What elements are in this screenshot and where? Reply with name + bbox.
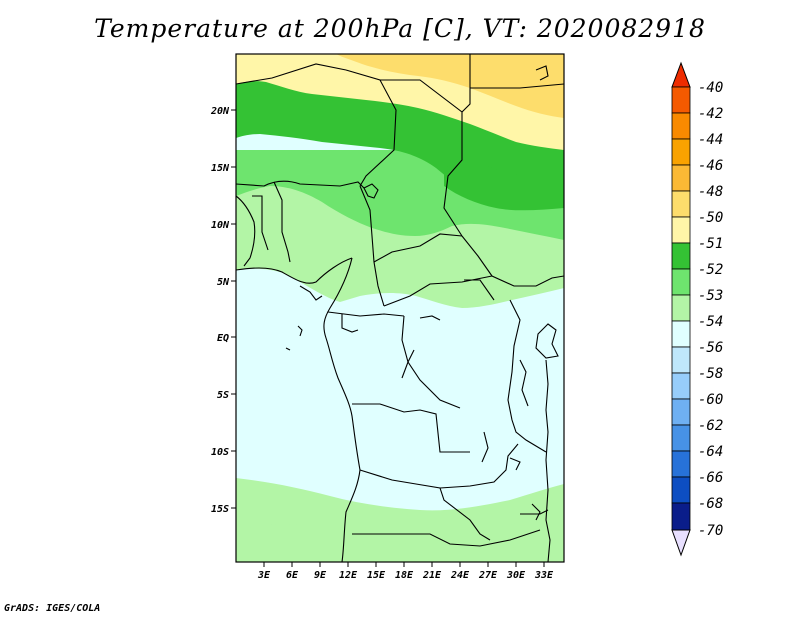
colorbar-label: -56 bbox=[698, 340, 723, 356]
colorbar-label: -44 bbox=[698, 132, 723, 148]
colorbar-label: -66 bbox=[698, 470, 723, 486]
lat-label: 15S bbox=[211, 504, 229, 515]
colorbar-segment bbox=[671, 164, 691, 192]
lat-label: 5N bbox=[217, 277, 230, 288]
latitude-axis: 20N 15N 10N 5N EQ 5S 10S 15S bbox=[210, 106, 236, 515]
lat-label: EQ bbox=[217, 333, 229, 344]
colorbar-label: -51 bbox=[698, 236, 723, 252]
colorbar-segment bbox=[671, 242, 691, 270]
band-51-east bbox=[444, 162, 564, 211]
colorbar-label: -68 bbox=[698, 496, 723, 512]
colorbar-segment bbox=[671, 372, 691, 400]
map-frame bbox=[235, 53, 565, 563]
colorbar-label: -50 bbox=[698, 210, 723, 226]
grads-credit: GrADS: IGES/COLA bbox=[4, 603, 101, 614]
colorbar-label: -54 bbox=[698, 314, 723, 330]
lon-label: 21E bbox=[422, 570, 442, 581]
lon-label: 24E bbox=[450, 570, 470, 581]
lon-label: 30E bbox=[506, 570, 526, 581]
colorbar-label: -60 bbox=[698, 392, 723, 408]
lon-label: 12E bbox=[339, 570, 358, 581]
colorbar-label: -40 bbox=[698, 80, 723, 96]
lon-label: 6E bbox=[286, 570, 299, 581]
lat-label: 15N bbox=[211, 163, 230, 174]
colorbar-segment bbox=[671, 138, 691, 166]
colorbar: -40 -42 -44 -46 -48 -50 -51 -52 -53 -54 … bbox=[671, 61, 723, 557]
lon-label: 15E bbox=[367, 570, 386, 581]
colorbar-label: -64 bbox=[698, 444, 723, 460]
colorbar-label: -62 bbox=[698, 418, 723, 434]
band-48 bbox=[336, 54, 564, 118]
lat-label: 5S bbox=[217, 390, 229, 401]
colorbar-label: -53 bbox=[698, 288, 723, 304]
longitude-axis: 3E 6E 9E 12E 15E 18E 21E 24E 27E 30E 33E bbox=[257, 562, 554, 581]
colorbar-segment bbox=[671, 294, 691, 322]
colorbar-segment bbox=[671, 320, 691, 348]
lon-label: 3E bbox=[257, 570, 271, 581]
colorbar-label: -58 bbox=[698, 366, 723, 382]
lon-label: 9E bbox=[314, 570, 327, 581]
lon-label: 18E bbox=[395, 570, 414, 581]
temperature-field bbox=[236, 54, 564, 562]
band-53-south-lower bbox=[236, 512, 564, 562]
lat-label: 10S bbox=[211, 447, 229, 458]
colorbar-label: -70 bbox=[698, 523, 723, 539]
lon-label: 33E bbox=[534, 570, 554, 581]
colorbar-segment bbox=[671, 502, 691, 531]
colorbar-segment bbox=[671, 398, 691, 426]
colorbar-label: -42 bbox=[698, 106, 723, 122]
map-title: Temperature at 200hPa [C], VT: 202008291… bbox=[94, 14, 706, 43]
colorbar-segment bbox=[671, 346, 691, 374]
colorbar-segment bbox=[671, 424, 691, 452]
country-borders bbox=[236, 54, 564, 562]
lon-label: 27E bbox=[478, 570, 498, 581]
colorbar-segment bbox=[671, 190, 691, 218]
lat-label: 20N bbox=[210, 106, 230, 117]
colorbar-top-arrow bbox=[671, 61, 691, 88]
colorbar-segment bbox=[671, 86, 691, 114]
colorbar-segment bbox=[671, 268, 691, 296]
colorbar-segment bbox=[671, 450, 691, 478]
colorbar-label: -48 bbox=[698, 184, 723, 200]
colorbar-segment bbox=[671, 112, 691, 140]
colorbar-segment bbox=[671, 216, 691, 244]
lat-label: 10N bbox=[211, 220, 230, 231]
colorbar-segment bbox=[671, 476, 691, 504]
colorbar-label: -52 bbox=[698, 262, 723, 278]
colorbar-bottom-arrow bbox=[671, 529, 691, 557]
colorbar-label: -46 bbox=[698, 158, 723, 174]
